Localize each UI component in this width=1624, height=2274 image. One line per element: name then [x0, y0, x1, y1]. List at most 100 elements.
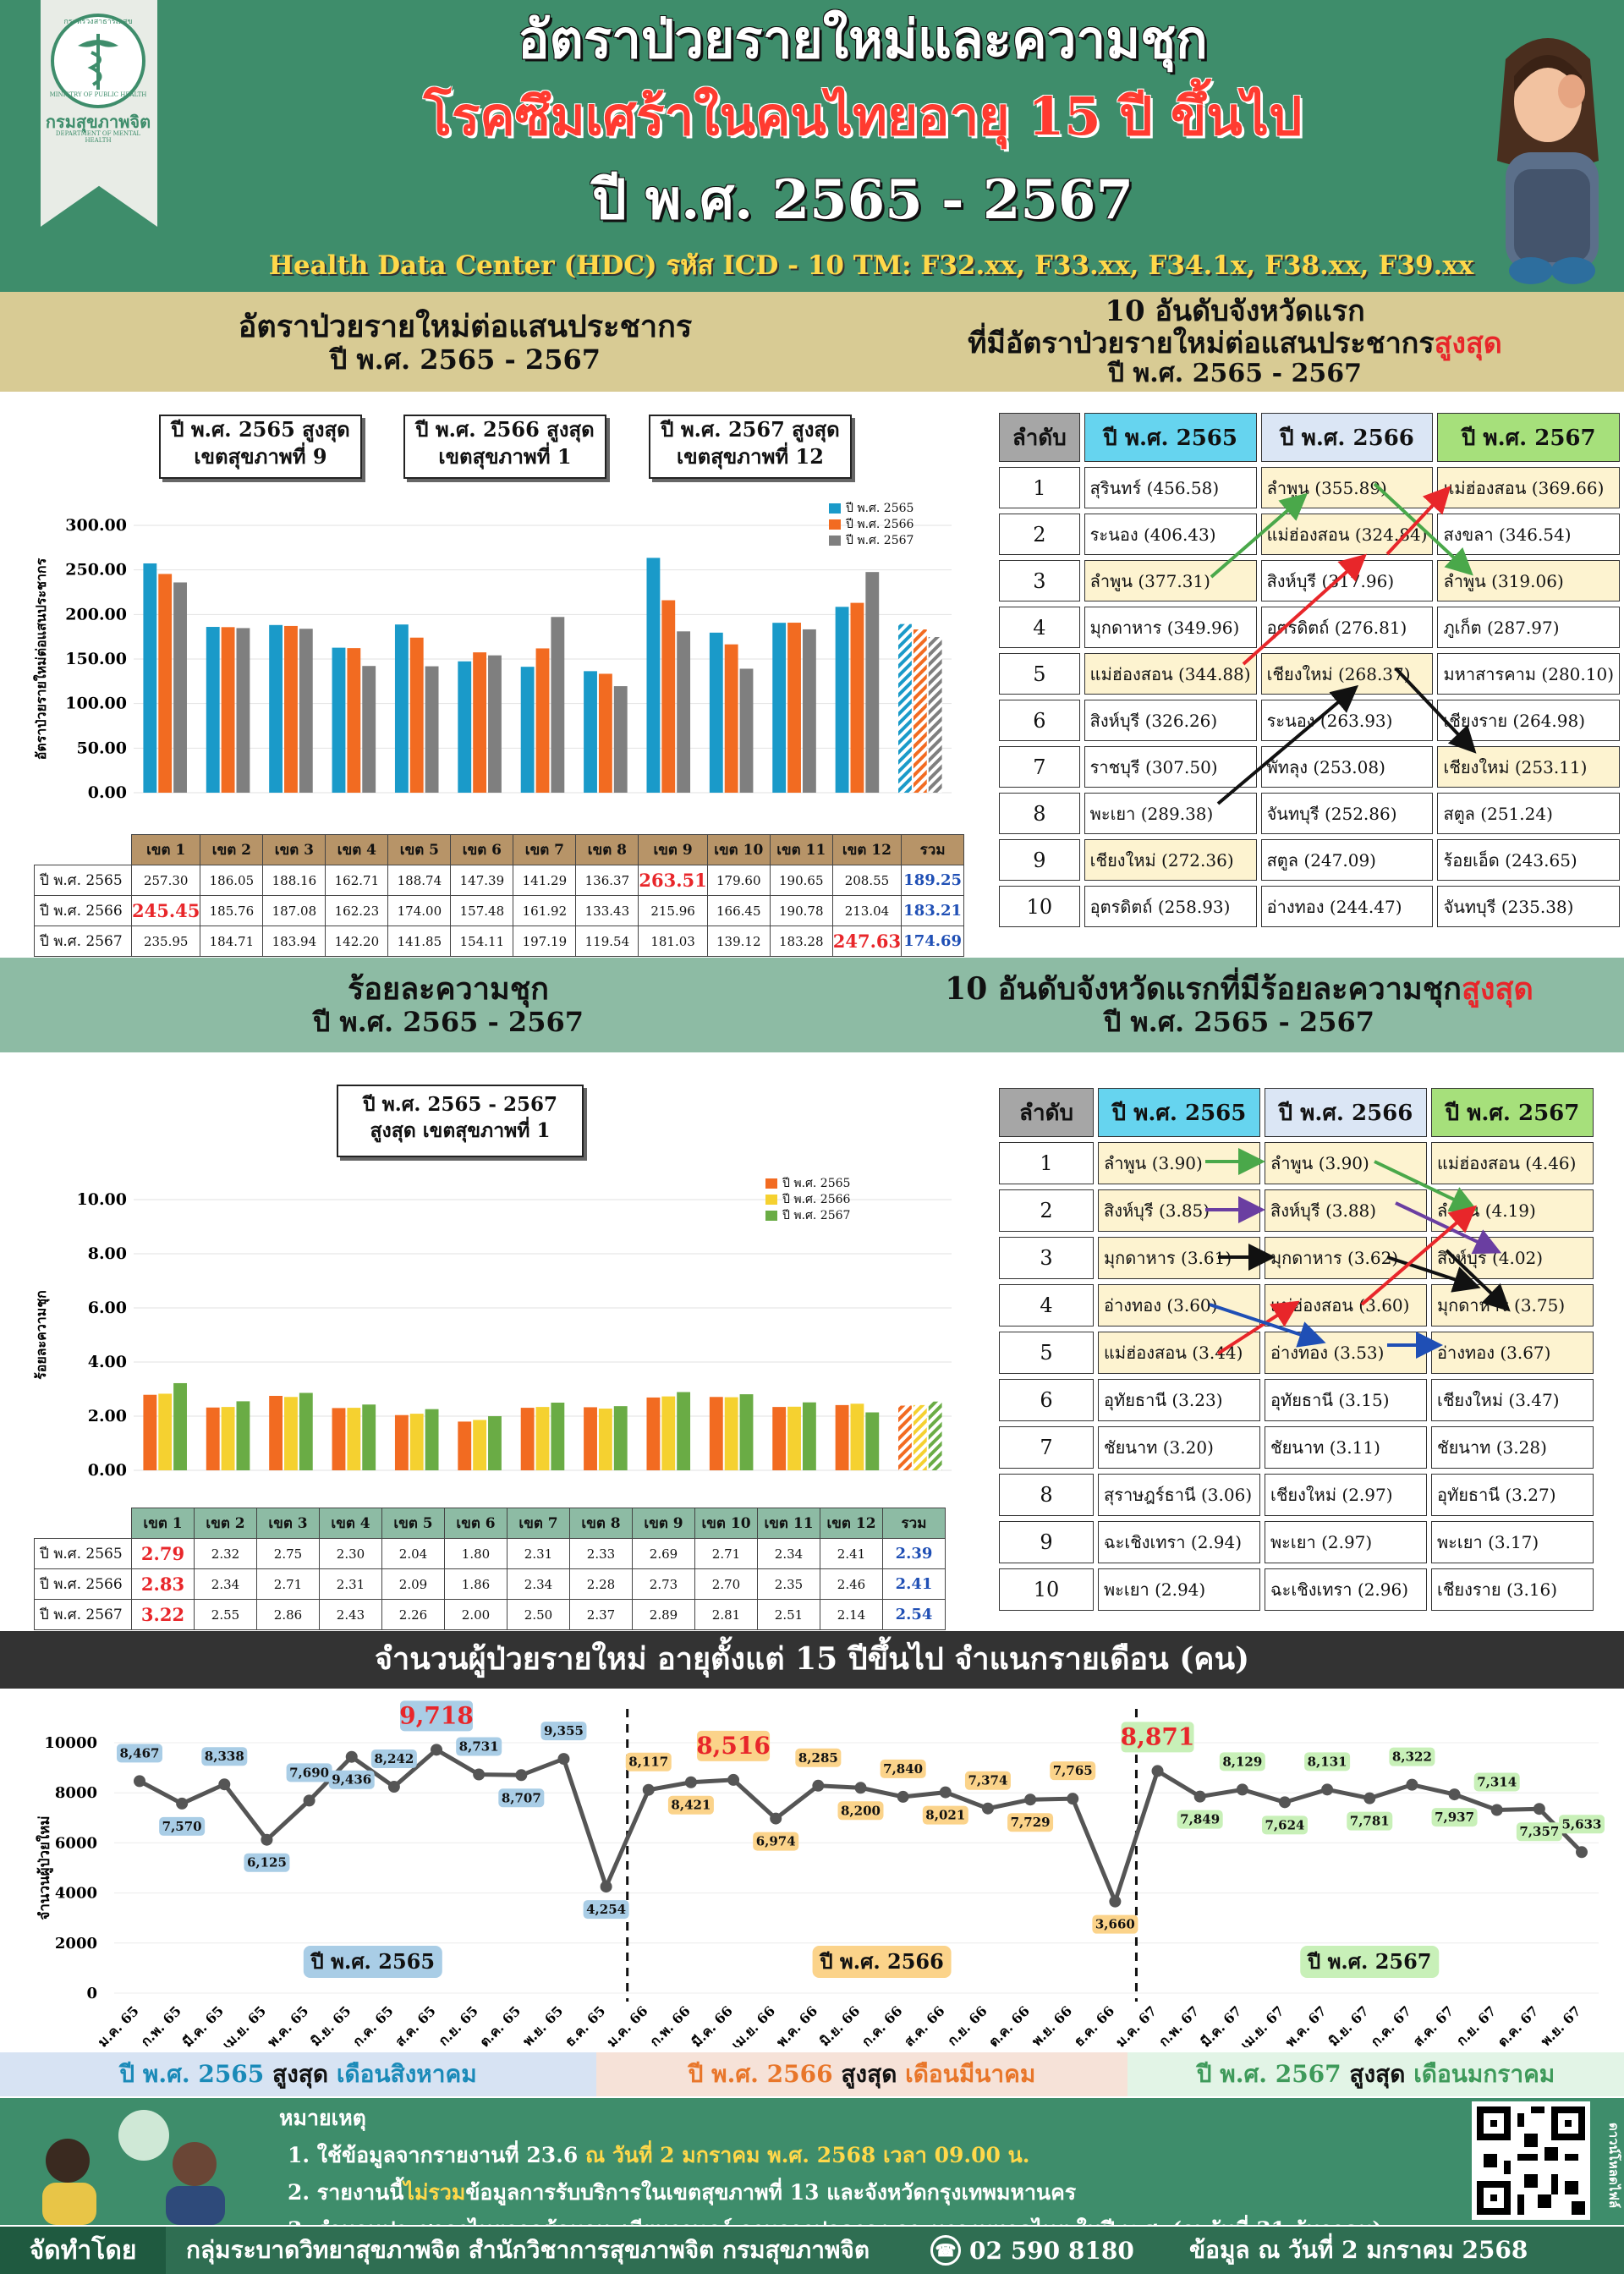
bar: [221, 1407, 235, 1470]
data-value: 179.60: [706, 865, 771, 896]
rank1-rank-cell: 1: [999, 467, 1080, 508]
bar: [347, 1408, 361, 1470]
rank2-rank-cell: 3: [999, 1237, 1094, 1279]
data-value: 2.34: [194, 1568, 257, 1600]
data-value: 2.55: [194, 1599, 257, 1630]
data-label: 7,624: [1265, 1817, 1304, 1832]
rank1-row: 5 แม่ฮ่องสอน (344.88) เชียงใหม่ (268.37) มห…: [999, 653, 1620, 695]
rank1-rank-cell: 3: [999, 560, 1080, 601]
logo-text-ministry: MINISTRY OF PUBLIC HEALTH: [49, 91, 147, 98]
data-point: [515, 1769, 528, 1782]
data-label-bg: [328, 1770, 375, 1789]
x-tick-label: ม.ค. 66: [604, 2002, 651, 2047]
data-value: 2.00: [444, 1599, 508, 1630]
data-label-bg: [456, 1737, 502, 1756]
x-tick-label: ก.พ. 66: [646, 2002, 693, 2047]
category-label: เขต 10: [694, 1508, 758, 1539]
arrow-black: [1394, 667, 1477, 754]
x-tick-label: ก.ย. 66: [944, 2002, 990, 2047]
data-label: 7,690: [289, 1765, 329, 1780]
data-label: 7,765: [1053, 1763, 1093, 1778]
data-label-bg: [795, 1748, 842, 1767]
bar: [898, 1405, 912, 1470]
data-label: 7,729: [1011, 1815, 1051, 1830]
data-value: 2.81: [694, 1599, 758, 1630]
arrow-blue: [1209, 1303, 1326, 1348]
qr-code[interactable]: [1472, 2101, 1590, 2220]
category-label: เขต 2: [200, 834, 264, 865]
rank1-province-cell: สตูล (247.09): [1260, 839, 1434, 881]
chart1-legend-label: ปี พ.ศ. 2567: [846, 534, 914, 547]
data-value: 1.80: [444, 1538, 508, 1569]
rank1-row: 7 ราชบุรี (307.50) พัทลุง (253.08) เชียงใหม…: [999, 746, 1620, 788]
incidence-rank-table: ลำดับ ปี พ.ศ. 2565 ปี พ.ศ. 2566 ปี พ.ศ. 256…: [995, 408, 1624, 932]
data-label-bg: [837, 1801, 884, 1821]
bar: [535, 1407, 550, 1470]
data-point: [1109, 1895, 1122, 1908]
prevalence-rank-table: ลำดับ ปี พ.ศ. 2565 ปี พ.ศ. 2566 ปี พ.ศ. 256…: [995, 1083, 1598, 1616]
logo-text-dept: DEPARTMENT OF MENTAL HEALTH: [55, 130, 141, 144]
category-label: รวม: [901, 834, 965, 865]
bar: [613, 686, 628, 793]
bar: [802, 1402, 816, 1470]
data-value: 141.85: [387, 926, 452, 957]
data-point: [854, 1782, 867, 1794]
rank2-header-cell: ลำดับ: [999, 1088, 1094, 1137]
category-label: เขต 12: [820, 1508, 883, 1539]
data-point: [431, 1744, 443, 1756]
data-value: 2.32: [194, 1538, 257, 1569]
x-tick-label: ก.ค. 66: [859, 2002, 905, 2047]
phone-number: 02 590 8180: [969, 2236, 1134, 2265]
bar: [913, 1404, 927, 1470]
bar: [724, 644, 738, 793]
rank1-header-cell: ปี พ.ศ. 2566: [1260, 413, 1434, 462]
category-label: เขต 8: [569, 1508, 633, 1539]
bar: [488, 1416, 502, 1470]
series-label: ปี พ.ศ. 2565: [34, 865, 132, 896]
data-label-bg: [880, 1759, 926, 1778]
bar: [473, 652, 487, 793]
x-tick-label: ก.ย. 67: [1453, 2002, 1499, 2047]
bar: [928, 636, 942, 793]
max-box-2566: ปี พ.ศ. 2566 สูงสุด เขตสุขภาพที่ 1: [403, 415, 606, 479]
rank2-province-cell: ชัยนาท (3.11): [1265, 1426, 1427, 1469]
rank2-header-cell: ปี พ.ศ. 2565: [1098, 1088, 1260, 1137]
rank1-province-cell: ราชบุรี (307.50): [1084, 746, 1257, 788]
y-tick-label: 300.00: [65, 516, 127, 535]
data-label: 8,021: [925, 1808, 965, 1823]
x-tick-label: มิ.ย. 66: [816, 2002, 863, 2047]
data-label-bg: [697, 1730, 771, 1761]
x-tick-label: ต.ค. 65: [476, 2002, 524, 2047]
data-label-bg: [159, 1816, 206, 1836]
rank2-header-cell: ปี พ.ศ. 2566: [1265, 1088, 1427, 1137]
data-label-bg: [1219, 1752, 1265, 1771]
data-value: 189.25: [901, 865, 965, 896]
summary-2565-year: ปี พ.ศ. 2565: [119, 2060, 265, 2088]
bar: [584, 671, 597, 793]
bar: [724, 1397, 738, 1470]
data-point: [176, 1797, 189, 1810]
data-value: 2.41: [820, 1538, 883, 1569]
data-value: 215.96: [638, 895, 708, 926]
bar: [850, 1403, 864, 1470]
y-tick-label: 2.00: [88, 1407, 127, 1425]
rank2-province-cell: ชัยนาท (3.20): [1098, 1426, 1260, 1469]
rank1-rank-cell: 10: [999, 886, 1080, 927]
data-point: [1406, 1778, 1418, 1791]
data-point: [981, 1802, 994, 1815]
data-point: [1363, 1792, 1376, 1804]
rank2-row: 6 อุทัยธานี (3.23) อุทัยธานี (3.15) เชียงให…: [999, 1379, 1594, 1421]
data-value: 161.92: [513, 895, 577, 926]
rank1-province-cell: ระนอง (406.43): [1084, 514, 1257, 555]
data-value: 186.05: [200, 865, 264, 896]
data-label: 4,254: [586, 1902, 626, 1917]
y-tick-label: 10000: [44, 1734, 97, 1752]
data-point: [1024, 1793, 1037, 1806]
prevalence-box-line2: สูงสุด เขตสุขภาพที่ 1: [370, 1119, 551, 1143]
rank1-rank-cell: 2: [999, 514, 1080, 555]
data-table-corner: [35, 1508, 132, 1539]
bar: [269, 624, 283, 793]
bar: [551, 617, 565, 793]
bar: [362, 666, 376, 793]
data-label: 7,840: [883, 1761, 923, 1777]
